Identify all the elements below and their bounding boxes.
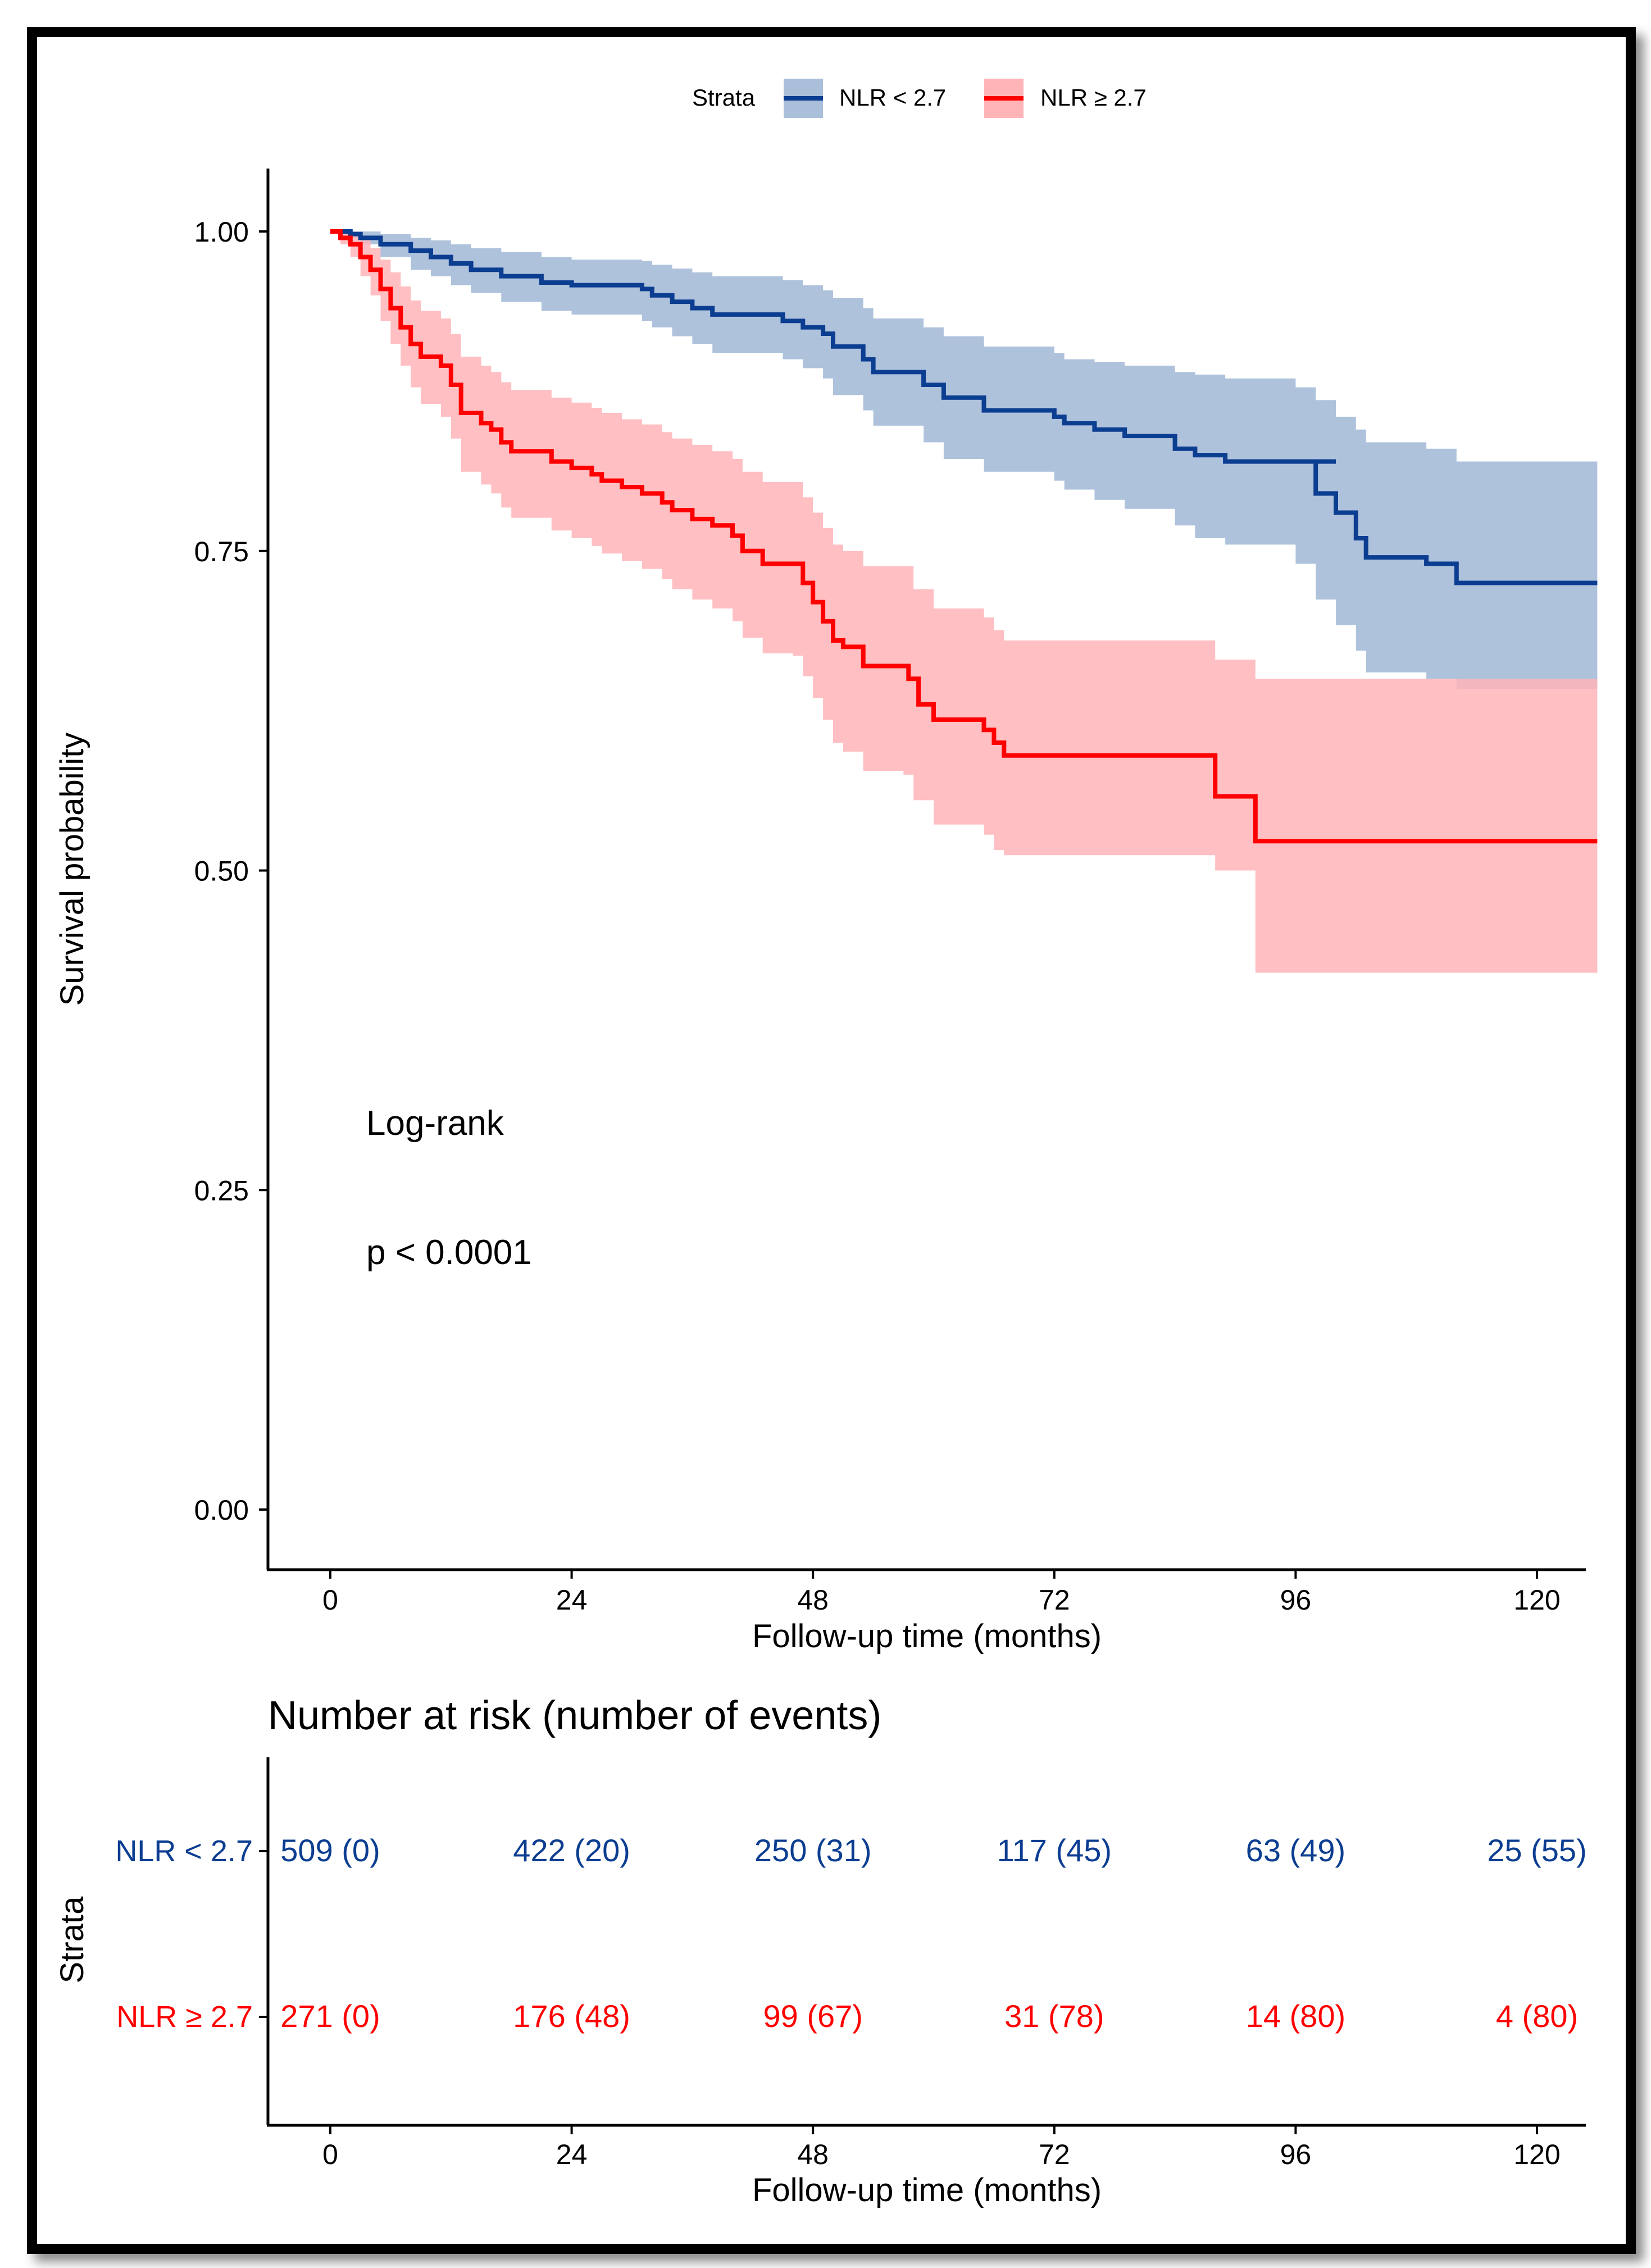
risk-y-axis-label: Strata	[54, 1896, 90, 1983]
confidence-bands	[330, 231, 1598, 973]
risk-table-title: Number at risk (number of events)	[268, 1693, 881, 1738]
risk-x-tick-label: 96	[1280, 2139, 1312, 2170]
risk-cell: 250 (31)	[754, 1833, 872, 1868]
survival-curve-high	[330, 229, 1598, 844]
risk-x-axis-label: Follow-up time (months)	[752, 2172, 1102, 2208]
risk-row-label: NLR < 2.7	[115, 1834, 253, 1868]
risk-cell: 4 (80)	[1496, 1998, 1578, 2034]
x-tick-label: 0	[322, 1584, 338, 1616]
legend-label-high: NLR ≥ 2.7	[1040, 84, 1147, 111]
x-axis-label: Follow-up time (months)	[752, 1618, 1102, 1655]
y-tick-label: 0.75	[194, 536, 249, 567]
legend: Strata NLR < 2.7 NLR ≥ 2.7	[692, 79, 1147, 118]
ci-band-low	[330, 231, 1598, 689]
survival-curves	[330, 229, 1598, 844]
y-tick-label: 0.50	[194, 856, 249, 887]
annotation-pvalue: p < 0.0001	[366, 1233, 532, 1272]
x-tick-label: 48	[797, 1584, 829, 1616]
legend-label-low: NLR < 2.7	[839, 84, 946, 111]
survival-curve-low	[330, 229, 1598, 585]
risk-cell: 99 (67)	[763, 1998, 862, 2034]
risk-x-tick-label: 72	[1039, 2139, 1070, 2170]
y-tick-label: 0.25	[194, 1175, 249, 1206]
x-tick-label: 72	[1039, 1584, 1070, 1616]
y-tick-label: 1.00	[194, 216, 249, 248]
y-tick-label: 0.00	[194, 1494, 249, 1526]
risk-x-tick-label: 48	[797, 2139, 829, 2170]
figure-frame	[27, 27, 1636, 2254]
risk-x-tick-label: 24	[556, 2139, 588, 2170]
legend-title: Strata	[692, 84, 756, 111]
x-tick-label: 24	[556, 1584, 588, 1616]
risk-cell: 509 (0)	[280, 1833, 380, 1868]
risk-cell: 63 (49)	[1246, 1833, 1345, 1868]
risk-cell: 176 (48)	[513, 1998, 630, 2034]
risk-table-row-labels: NLR < 2.7 NLR ≥ 2.7	[115, 1834, 268, 2034]
risk-cell: 31 (78)	[1004, 1998, 1104, 2034]
risk-x-axis-ticks: 0 24 48 72 96 120	[322, 2125, 1561, 2170]
risk-x-tick-label: 120	[1513, 2139, 1560, 2170]
x-axis-ticks: 0 24 48 72 96 120	[322, 1570, 1561, 1616]
risk-x-tick-label: 0	[322, 2139, 338, 2170]
risk-cell: 117 (45)	[997, 1833, 1112, 1868]
risk-cell: 271 (0)	[280, 1998, 380, 2034]
x-tick-label: 120	[1513, 1584, 1560, 1616]
ci-band-high	[330, 231, 1598, 973]
risk-table-values: 509 (0) 422 (20) 250 (31) 117 (45) 63 (49) 25…	[280, 1833, 1586, 2034]
annotation-logrank: Log-rank	[366, 1104, 504, 1143]
risk-cell: 422 (20)	[513, 1833, 630, 1868]
y-axis-ticks: 0.00 0.25 0.50 0.75 1.00	[194, 216, 268, 1526]
risk-cell: 14 (80)	[1246, 1998, 1345, 2034]
risk-cell: 25 (55)	[1487, 1833, 1586, 1868]
risk-row-label: NLR ≥ 2.7	[116, 2000, 253, 2034]
y-axis-label: Survival probability	[54, 733, 90, 1006]
x-tick-label: 96	[1280, 1584, 1312, 1616]
